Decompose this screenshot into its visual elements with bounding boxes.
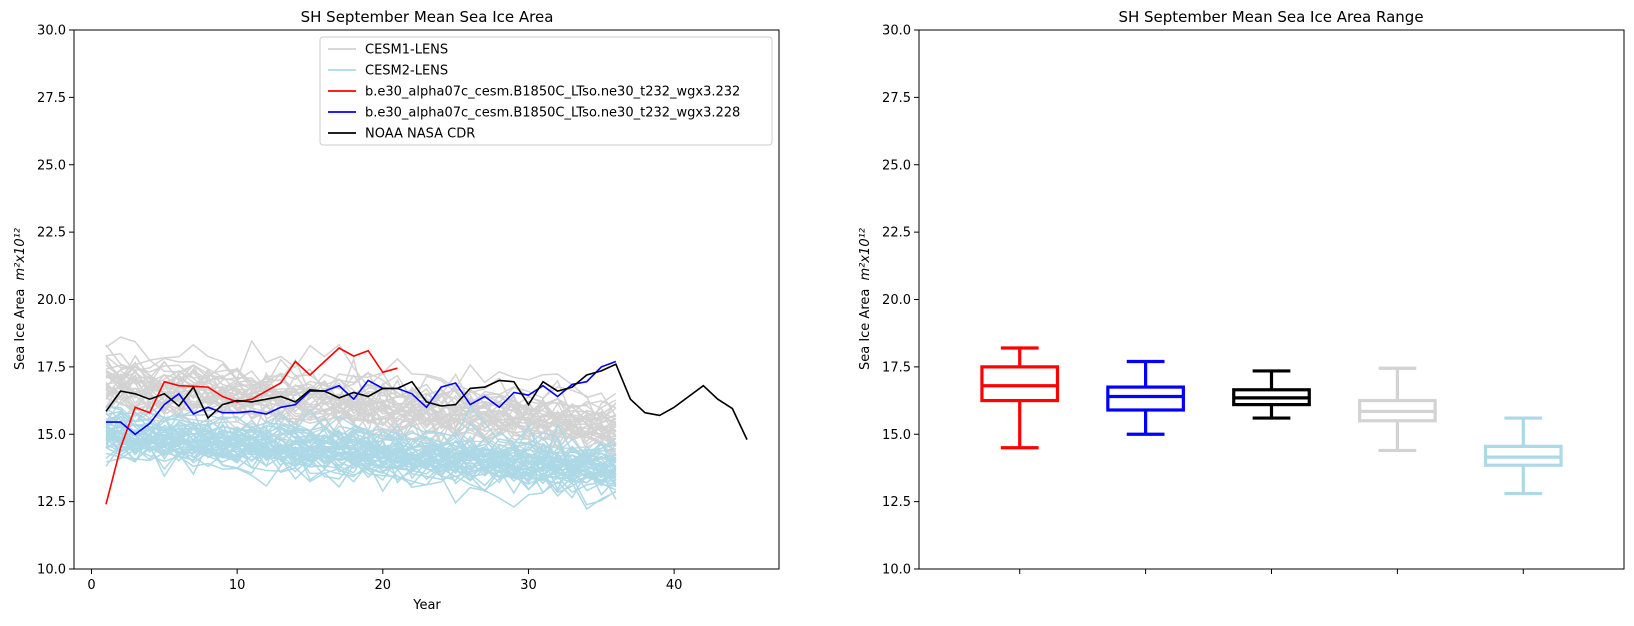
legend-label: NOAA NASA CDR	[365, 127, 475, 142]
x-axis-label: Year	[412, 598, 441, 613]
series-line-2	[105, 363, 748, 440]
line-chart: SH September Mean Sea Ice Area 10.012.51…	[13, 8, 780, 613]
x-tick-label: 30	[520, 578, 537, 593]
ensemble-member-line	[105, 405, 617, 460]
ensemble-member-line	[105, 446, 617, 511]
ensemble-member-line	[105, 419, 617, 486]
box-4	[1483, 416, 1563, 496]
y-tick-label: 17.5	[882, 360, 911, 375]
x-axis-ticks-2	[1019, 569, 1524, 574]
box-3	[1358, 366, 1437, 453]
ensemble-member-line	[105, 344, 617, 434]
y-axis-ticks: 10.0 12.5 15.0 17.5 20.0 22.5 25.0 27.5 30.0	[37, 24, 74, 578]
y-tick-label: 27.5	[37, 91, 66, 106]
y-tick-label: 30.0	[882, 24, 911, 39]
x-tick-label: 20	[375, 578, 392, 593]
ensemble-member-line	[105, 419, 617, 477]
box-body	[980, 365, 1060, 403]
y-tick-label: 22.5	[882, 226, 911, 241]
series-line-0	[105, 347, 398, 505]
ensemble-1	[105, 405, 617, 511]
chart-title: SH September Mean Sea Ice Area	[301, 8, 554, 26]
y-tick-label: 12.5	[37, 495, 66, 510]
y-tick-label: 15.0	[37, 428, 66, 443]
y-tick-label: 27.5	[882, 91, 911, 106]
y-axis-label-2: Sea Ice Area m²x10¹²	[858, 228, 873, 370]
box-1	[1106, 359, 1185, 436]
y-tick-label: 10.0	[882, 563, 911, 578]
plot-lines	[105, 336, 748, 511]
y-tick-label: 30.0	[37, 24, 66, 39]
legend: CESM1-LENS CESM2-LENS b.e30_alpha07c_cesm.…	[319, 36, 773, 146]
y-tick-label: 12.5	[882, 495, 911, 510]
series-line-1	[106, 360, 617, 436]
y-tick-label: 20.0	[37, 293, 66, 308]
y-tick-label: 17.5	[37, 360, 66, 375]
x-tick-label: 40	[666, 578, 683, 593]
y-tick-label: 20.0	[882, 293, 911, 308]
x-tick-label: 10	[229, 578, 246, 593]
boxes	[980, 346, 1563, 496]
box-body	[1106, 385, 1185, 412]
legend-label: b.e30_alpha07c_cesm.B1850C_LTso.ne30_t23…	[365, 85, 740, 100]
plot-frame-2	[918, 29, 1625, 570]
x-tick-label: 0	[87, 578, 95, 593]
ensemble-member-line	[105, 410, 617, 478]
y-tick-label: 15.0	[882, 428, 911, 443]
legend-label: CESM1-LENS	[365, 43, 448, 58]
y-tick-label: 22.5	[37, 226, 66, 241]
x-axis-ticks: 0 10 20 30 40	[87, 569, 682, 593]
legend-label: b.e30_alpha07c_cesm.B1850C_LTso.ne30_t23…	[365, 106, 740, 121]
ensemble-member-line	[105, 442, 617, 500]
ensemble-member-line	[105, 359, 617, 437]
y-axis-label-unit: m²x10¹²	[13, 228, 28, 281]
y-tick-label: 25.0	[37, 158, 66, 173]
y-axis-label-text-2: Sea Ice Area	[858, 289, 873, 370]
y-tick-label: 25.0	[882, 158, 911, 173]
ensemble-member-line	[105, 376, 617, 444]
ensemble-member-line	[105, 422, 617, 476]
legend-box	[319, 36, 773, 146]
y-axis-label-unit-2: m²x10¹²	[858, 228, 873, 281]
ensemble-0	[105, 336, 617, 476]
ensemble-member-line	[105, 430, 617, 481]
ensemble-member-line	[105, 378, 617, 452]
box-chart: SH September Mean Sea Ice Area Range 10.…	[858, 8, 1625, 578]
legend-label: CESM2-LENS	[365, 64, 448, 79]
box-2	[1232, 369, 1311, 420]
chart-title-2: SH September Mean Sea Ice Area Range	[1118, 8, 1423, 26]
ensemble-member-line	[105, 435, 617, 485]
y-axis-ticks-2: 10.0 12.5 15.0 17.5 20.0 22.5 25.0 27.5 30.0	[882, 24, 919, 578]
y-axis-label: Sea Ice Area m²x10¹²	[13, 228, 28, 370]
y-tick-label: 10.0	[37, 563, 66, 578]
y-axis-label-text: Sea Ice Area	[13, 289, 28, 370]
box-0	[980, 346, 1060, 450]
